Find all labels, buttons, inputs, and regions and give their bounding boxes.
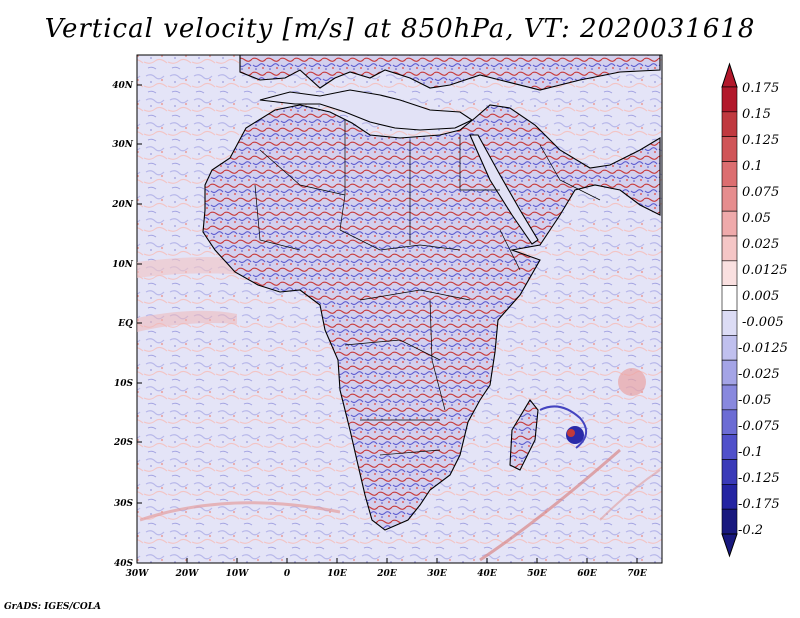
colorbar-label: 0.025 — [742, 237, 779, 252]
lon-tick-label: 50E — [527, 569, 547, 579]
colorbar-segment — [721, 409, 738, 435]
colorbar-bottom-arrow — [721, 533, 738, 558]
lon-tick-label: 10W — [226, 569, 250, 579]
colorbar-labels: 0.175 0.15 0.125 0.1 0.075 0.05 0.025 0.… — [738, 81, 788, 538]
colorbar-label: -0.125 — [738, 471, 780, 486]
colorbar-label: 0.0125 — [742, 263, 788, 278]
colorbar: 0.175 0.15 0.125 0.1 0.075 0.05 0.025 0.… — [721, 62, 788, 558]
lat-tick-label: 40N — [112, 81, 134, 91]
colorbar-segment — [721, 136, 738, 162]
colorbar-segment — [721, 335, 738, 361]
lon-tick-label: 0 — [284, 569, 291, 579]
lon-tick-label: 20E — [376, 569, 397, 579]
colorbar-label: 0.125 — [742, 133, 779, 148]
lat-tick-label: 20S — [113, 438, 134, 448]
colorbar-label: 0.05 — [742, 211, 771, 226]
colorbar-segment — [721, 434, 738, 460]
lat-tick-label: 20N — [111, 200, 134, 210]
colorbar-segment — [721, 359, 738, 386]
colorbar-label: 0.1 — [742, 159, 763, 174]
madagascar — [509, 399, 539, 471]
lat-axis-labels: 40N 30N 20N 10N EQ 10S 20S 30S 40S — [111, 81, 134, 569]
lon-tick-label: 20W — [175, 569, 200, 579]
lat-tick-label: 30S — [114, 499, 134, 509]
colorbar-segment — [721, 260, 738, 286]
colorbar-segment — [721, 459, 738, 485]
colorbar-segment — [721, 210, 738, 237]
mediterranean-sea — [259, 89, 474, 131]
colorbar-segment — [721, 235, 738, 262]
colorbar-label: 0.15 — [742, 107, 771, 122]
colorbar-label: 0.075 — [742, 185, 779, 200]
lat-tick-label: EQ — [117, 319, 133, 329]
colorbar-segment — [721, 161, 738, 187]
red-sea — [469, 134, 539, 245]
colorbar-segment — [721, 484, 738, 510]
colorbar-segment — [721, 86, 738, 113]
colorbar-segments — [721, 86, 738, 535]
colorbar-label: -0.005 — [742, 315, 784, 330]
grads-credit: GrADS: IGES/COLA — [4, 602, 102, 612]
colorbar-segment — [721, 508, 738, 535]
colorbar-label: 0.175 — [742, 81, 779, 96]
chart-title: Vertical velocity [m/s] at 850hPa, VT: 2… — [44, 14, 756, 44]
lat-tick-label: 10N — [112, 260, 134, 270]
colorbar-label: -0.1 — [738, 445, 763, 460]
colorbar-label: -0.2 — [738, 523, 763, 538]
colorbar-top-arrow — [721, 62, 738, 88]
europe-landmass — [239, 54, 661, 91]
colorbar-label: -0.0125 — [738, 341, 788, 356]
lon-tick-label: 40E — [477, 569, 497, 579]
colorbar-segment — [721, 384, 738, 411]
lon-tick-label: 30E — [427, 569, 447, 579]
lon-tick-label: 70E — [627, 569, 647, 579]
axis-ticks — [137, 84, 638, 563]
lat-tick-label: 40S — [114, 559, 134, 569]
lon-tick-label: 30W — [126, 569, 150, 579]
colorbar-segment — [721, 310, 738, 336]
colorbar-label: 0.005 — [742, 289, 779, 304]
africa-landmass — [202, 104, 661, 531]
colorbar-label: -0.175 — [738, 497, 780, 512]
colorbar-segment — [721, 111, 738, 137]
colorbar-segment — [721, 285, 738, 311]
colorbar-segment — [721, 186, 738, 212]
country-borders — [254, 120, 601, 456]
colorbar-label: -0.025 — [738, 367, 780, 382]
lon-tick-label: 10E — [327, 569, 347, 579]
lat-tick-label: 30N — [112, 140, 134, 150]
coastlines — [202, 54, 661, 531]
lat-tick-label: 10S — [114, 379, 134, 389]
colorbar-label: -0.05 — [738, 393, 771, 408]
lon-axis-labels: 30W 20W 10W 0 10E 20E 30E 40E 50E 60E 70… — [126, 569, 647, 579]
lon-tick-label: 60E — [577, 569, 597, 579]
colorbar-label: -0.075 — [738, 419, 780, 434]
